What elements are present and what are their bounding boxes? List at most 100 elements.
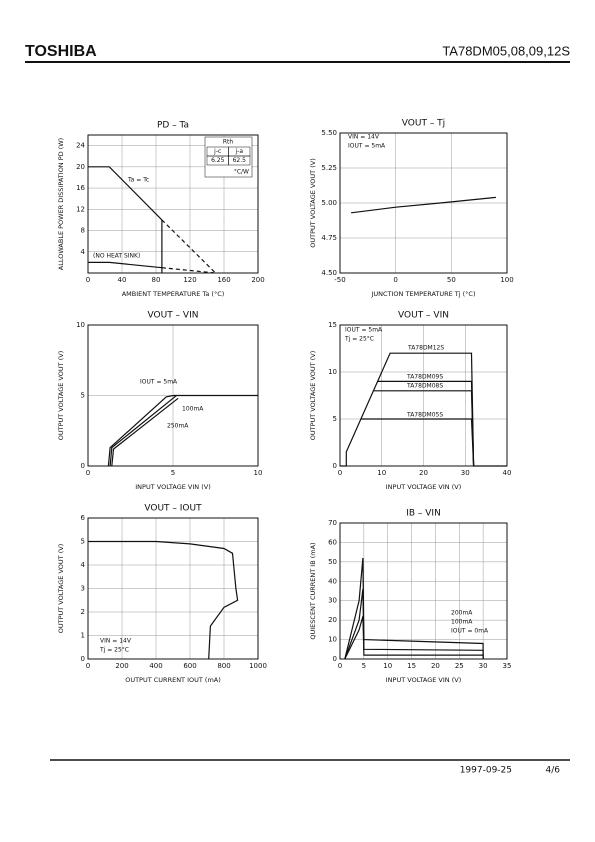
x-tick-label: 25 bbox=[455, 662, 464, 670]
y-tick-label: 30 bbox=[328, 597, 337, 605]
series-label: IOUT = 0mA bbox=[451, 628, 489, 635]
chart-title: VOUT – Tj bbox=[402, 119, 445, 129]
y-tick-label: 0 bbox=[333, 655, 337, 663]
x-tick-label: 15 bbox=[407, 662, 416, 670]
annotation: IOUT = 5mA bbox=[345, 327, 383, 334]
x-tick-label: -50 bbox=[334, 276, 345, 284]
x-tick-label: 50 bbox=[447, 276, 456, 284]
brand: TOSHIBA bbox=[25, 43, 97, 60]
series-line bbox=[107, 394, 258, 467]
series-label: TA78DM09S bbox=[406, 374, 443, 381]
x-tick-label: 5 bbox=[362, 662, 366, 670]
chart-title: PD – Ta bbox=[157, 121, 189, 131]
annotation: 250mA bbox=[167, 423, 189, 430]
chart-title: VOUT – VIN bbox=[398, 311, 449, 321]
y-tick-label: 60 bbox=[328, 538, 337, 546]
x-tick-label: 10 bbox=[254, 469, 263, 477]
y-axis-label: ALLOWABLE POWER DISSIPATION PD (W) bbox=[57, 138, 65, 270]
chart-title: IB – VIN bbox=[406, 509, 441, 519]
rth-cell-text: j-c bbox=[213, 148, 221, 155]
y-tick-label: 12 bbox=[76, 205, 85, 213]
chart-title: VOUT – VIN bbox=[148, 311, 199, 321]
rth-cell bbox=[228, 155, 251, 166]
rth-cell-text: j-a bbox=[234, 148, 243, 155]
x-tick-label: 600 bbox=[183, 662, 196, 670]
y-tick-label: 5.00 bbox=[321, 199, 337, 207]
y-tick-label: 0 bbox=[81, 655, 85, 663]
annotation: Tj = 25°C bbox=[99, 647, 129, 654]
annotation: (NO HEAT SINK) bbox=[93, 253, 140, 260]
annotation: Tj = 25°C bbox=[344, 336, 374, 343]
series-label: 200mA bbox=[451, 610, 473, 617]
x-tick-label: 100 bbox=[500, 276, 513, 284]
y-tick-label: 20 bbox=[76, 163, 85, 171]
annotation: Ta = Tc bbox=[127, 177, 149, 184]
x-tick-label: 30 bbox=[461, 469, 470, 477]
y-tick-label: 15 bbox=[328, 321, 337, 329]
x-axis-label: INPUT VOLTAGE VIN (V) bbox=[386, 483, 462, 491]
series-line bbox=[344, 616, 484, 660]
y-tick-label: 24 bbox=[76, 142, 85, 150]
x-tick-label: 1000 bbox=[249, 662, 267, 670]
footer-page: 4/6 bbox=[546, 766, 561, 776]
y-tick-label: 4.50 bbox=[321, 269, 337, 277]
x-axis-label: OUTPUT CURRENT IOUT (mA) bbox=[125, 676, 221, 684]
x-tick-label: 0 bbox=[393, 276, 397, 284]
y-axis-label: OUTPUT VOLTAGE VOUT (V) bbox=[309, 158, 317, 248]
y-tick-label: 0 bbox=[333, 462, 337, 470]
annotation: VIN = 14V bbox=[348, 134, 380, 141]
x-axis-label: JUNCTION TEMPERATURE Tj (°C) bbox=[370, 290, 475, 298]
plot-frame bbox=[339, 324, 508, 467]
x-tick-label: 0 bbox=[86, 469, 90, 477]
plot-frame bbox=[87, 517, 259, 660]
y-tick-label: 5 bbox=[81, 538, 85, 546]
y-tick-label: 3 bbox=[81, 585, 85, 593]
series-line bbox=[88, 261, 162, 269]
y-tick-label: 2 bbox=[81, 608, 85, 616]
series-line bbox=[88, 540, 239, 660]
x-tick-label: 200 bbox=[115, 662, 128, 670]
y-tick-label: 70 bbox=[328, 519, 337, 527]
series-label: TA78DM05S bbox=[406, 412, 443, 419]
x-axis-label: INPUT VOLTAGE VIN (V) bbox=[135, 483, 211, 491]
x-tick-label: 35 bbox=[503, 662, 512, 670]
x-tick-label: 120 bbox=[183, 276, 196, 284]
y-axis-label: OUTPUT VOLTAGE VOUT (V) bbox=[57, 544, 65, 634]
y-tick-label: 40 bbox=[328, 577, 337, 585]
chart-title: VOUT – IOUT bbox=[144, 504, 202, 514]
y-axis-label: OUTPUT VOLTAGE VOUT (V) bbox=[57, 351, 65, 441]
x-tick-label: 10 bbox=[383, 662, 392, 670]
plot-frame bbox=[339, 132, 508, 274]
y-tick-label: 10 bbox=[76, 321, 85, 329]
y-tick-label: 10 bbox=[328, 636, 337, 644]
x-tick-label: 200 bbox=[251, 276, 264, 284]
y-tick-label: 5 bbox=[333, 415, 337, 423]
annotation: IOUT = 5mA bbox=[140, 379, 178, 386]
y-tick-label: 1 bbox=[81, 632, 85, 640]
x-tick-label: 40 bbox=[118, 276, 127, 284]
x-axis-label: INPUT VOLTAGE VIN (V) bbox=[386, 676, 462, 684]
rth-cell-text: 62.5 bbox=[233, 157, 247, 164]
series-line bbox=[111, 397, 179, 467]
series-line bbox=[351, 196, 496, 214]
series-label: 100mA bbox=[451, 619, 473, 626]
x-tick-label: 10 bbox=[377, 469, 386, 477]
y-tick-label: 4 bbox=[81, 561, 86, 569]
x-tick-label: 0 bbox=[338, 469, 342, 477]
x-tick-label: 400 bbox=[149, 662, 162, 670]
y-tick-label: 0 bbox=[81, 462, 85, 470]
x-tick-label: 0 bbox=[86, 276, 90, 284]
part-number: TA78DM05,08,09,12S bbox=[442, 43, 570, 58]
x-tick-label: 20 bbox=[419, 469, 428, 477]
x-tick-label: 5 bbox=[171, 469, 175, 477]
x-tick-label: 80 bbox=[152, 276, 161, 284]
series-label: TA78DM12S bbox=[407, 345, 444, 352]
y-tick-label: 10 bbox=[328, 368, 337, 376]
x-tick-label: 30 bbox=[479, 662, 488, 670]
rth-cell-text: 6.25 bbox=[211, 157, 225, 164]
x-tick-label: 20 bbox=[431, 662, 440, 670]
x-tick-label: 0 bbox=[338, 662, 342, 670]
annotation: VIN = 14V bbox=[100, 638, 132, 645]
y-tick-label: 5.25 bbox=[321, 164, 337, 172]
